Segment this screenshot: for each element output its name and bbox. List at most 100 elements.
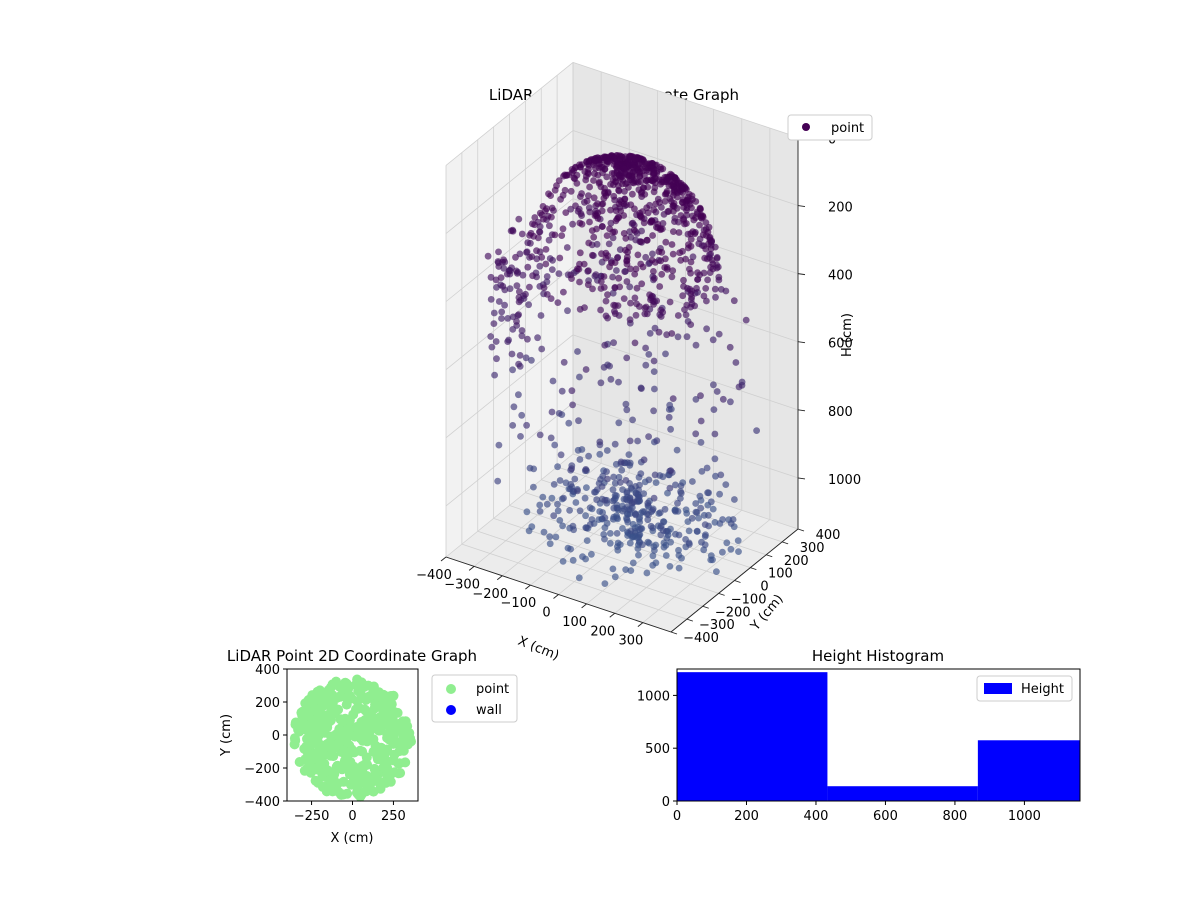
- chart-3d-point: [567, 187, 575, 195]
- chart-3d-point: [550, 512, 558, 520]
- y-tick-mark: [670, 631, 678, 635]
- chart-3d-point: [559, 225, 567, 233]
- chart-3d-point: [559, 558, 567, 565]
- chart-2d-point: [327, 690, 338, 701]
- chart-3d-point: [669, 203, 677, 210]
- chart-3d-point: [590, 194, 598, 202]
- chart-3d-point: [576, 456, 584, 463]
- chart-3d-point: [598, 250, 605, 258]
- chart-3d-point: [536, 209, 544, 217]
- chart-3d-point: [643, 236, 651, 244]
- chart-3d-point: [594, 214, 602, 222]
- chart-3d-point: [575, 574, 583, 582]
- chart-3d-point: [609, 273, 616, 281]
- chart-3d-point: [524, 263, 532, 271]
- y-tick-label: 200: [255, 696, 280, 711]
- chart-3d-point: [506, 285, 514, 293]
- y-tick-label: −300: [699, 618, 735, 633]
- chart-3d-point: [682, 311, 690, 319]
- chart-3d-point: [504, 338, 512, 345]
- chart-3d-point: [649, 561, 657, 569]
- chart-3d-point: [625, 184, 632, 191]
- chart-3d-point: [622, 235, 630, 242]
- chart-3d-point: [589, 251, 596, 259]
- chart-3d-point: [651, 547, 658, 554]
- chart-3d-point: [615, 419, 623, 427]
- chart-3d-point: [638, 385, 645, 392]
- histogram-frame: [676, 668, 1081, 802]
- chart-2d-point: [399, 739, 410, 750]
- chart-3d-point: [575, 265, 583, 273]
- chart-2d-point: [360, 759, 371, 770]
- x-tick-label: −400: [416, 568, 452, 583]
- chart-3d-point: [568, 387, 576, 395]
- chart-2d-point: [314, 694, 325, 705]
- chart-3d-point: [624, 248, 631, 256]
- chart-3d-point: [495, 259, 502, 267]
- y-tick-label: 100: [768, 567, 793, 582]
- chart-3d-point: [629, 179, 636, 186]
- chart-3d-point: [576, 249, 584, 257]
- chart-3d-point: [634, 437, 641, 445]
- chart-2d-point: [393, 758, 404, 769]
- chart-3d-point: [512, 253, 519, 261]
- chart-3d-point: [696, 221, 703, 229]
- chart-3d-point: [675, 229, 683, 236]
- chart-3d-point: [586, 504, 594, 512]
- y-tick-label: 300: [800, 541, 825, 556]
- chart-3d-point: [715, 330, 723, 338]
- chart-3d-point: [623, 278, 631, 285]
- chart-3d-point: [668, 273, 676, 281]
- chart-3d-point: [673, 446, 681, 454]
- chart-3d-point: [582, 512, 589, 520]
- chart-2d-point: [368, 681, 379, 692]
- chart-3d-point: [667, 467, 675, 474]
- chart-3d-point: [646, 330, 654, 337]
- chart-3d-point: [546, 533, 554, 541]
- chart-3d-point: [583, 537, 591, 544]
- chart-3d-point: [576, 278, 583, 286]
- legend-point-marker: [802, 123, 810, 131]
- chart-3d-point: [679, 292, 687, 300]
- chart-3d-point: [628, 499, 636, 507]
- chart-3d-point: [494, 477, 502, 485]
- x-tick-label: 400: [804, 809, 829, 824]
- chart-3d-point: [650, 268, 657, 275]
- chart-3d-point: [567, 205, 575, 213]
- chart-3d-point: [567, 480, 575, 488]
- chart-3d-point: [516, 288, 523, 296]
- chart-3d-point: [560, 288, 567, 296]
- chart-2d-point: [337, 764, 348, 775]
- chart-3d-point: [683, 333, 691, 341]
- chart-3d-point: [615, 378, 622, 386]
- chart-3d-point: [631, 294, 639, 302]
- chart-3d-point: [583, 484, 590, 491]
- chart-3d-point: [598, 223, 606, 231]
- chart-3d-point: [645, 511, 652, 519]
- chart-3d-point: [620, 200, 628, 208]
- chart-3d-point: [656, 283, 664, 290]
- chart-3d-point: [682, 536, 689, 543]
- chart-3d-legend: point: [787, 114, 873, 141]
- chart-3d-point: [687, 258, 695, 266]
- chart-3d-point: [697, 214, 705, 221]
- chart-3d-point: [548, 204, 556, 212]
- y-tick-label: 500: [645, 742, 670, 757]
- chart-3d-point: [697, 439, 705, 446]
- chart-2d-point: [402, 721, 413, 732]
- chart-3d-point: [504, 315, 512, 322]
- histogram-ticks: 0 200 400 600 800 1000 0 500 1000: [637, 689, 1041, 824]
- chart-3d-point: [611, 284, 619, 291]
- chart-3d-point: [603, 232, 611, 240]
- chart-3d-point: [713, 254, 721, 261]
- chart-3d-point: [719, 395, 727, 403]
- chart-3d-point: [650, 368, 658, 375]
- chart-3d-point: [627, 265, 634, 273]
- chart-3d-point: [715, 276, 723, 284]
- chart-3d-point: [590, 233, 598, 241]
- chart-3d-point: [568, 465, 575, 473]
- chart-3d-point: [548, 408, 556, 416]
- chart-3d-point: [604, 158, 612, 166]
- chart-3d-point: [699, 231, 707, 239]
